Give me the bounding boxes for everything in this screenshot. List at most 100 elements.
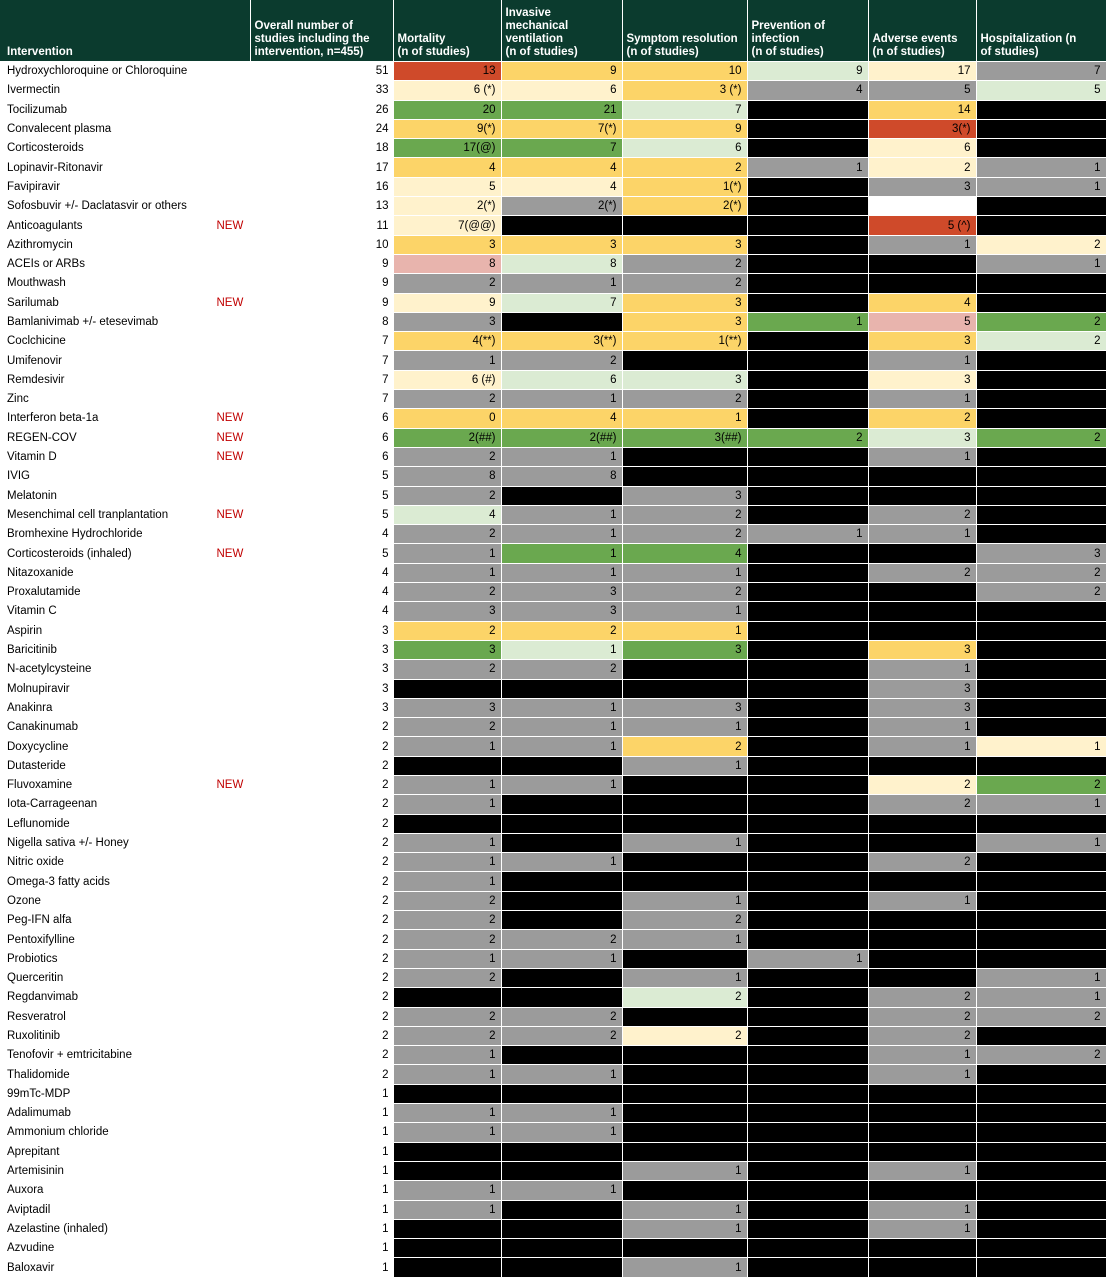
intervention-name: Mouthwash — [0, 273, 213, 294]
mortality-cell: 2 — [393, 273, 502, 294]
symptom-resolution-cell — [622, 659, 748, 679]
adverse-events-cell: 2 — [868, 157, 977, 178]
new-tag — [212, 253, 251, 274]
adverse-events-cell — [868, 910, 977, 930]
intervention-name: Thalidomide — [0, 1064, 213, 1085]
adverse-events-cell: 1 — [868, 1160, 977, 1181]
intervention-name: Ammonium chloride — [0, 1122, 213, 1143]
symptom-resolution-cell: 3 — [622, 311, 748, 332]
prevention-cell — [747, 1257, 869, 1277]
hospitalization-cell — [976, 1103, 1107, 1123]
table-row: Baloxavir 1 1 — [0, 1257, 1107, 1277]
mortality-cell: 9 — [393, 292, 502, 313]
new-tag: NEW — [212, 774, 251, 795]
hospitalization-cell — [976, 678, 1107, 699]
adverse-events-cell: 1 — [868, 234, 977, 255]
overall-study-count: 1 — [250, 1103, 394, 1123]
overall-study-count: 7 — [250, 331, 394, 351]
new-tag — [212, 601, 251, 622]
ventilation-cell: 6 — [501, 80, 623, 101]
header-prevention: Prevention of infection (n of studies) — [747, 0, 869, 62]
intervention-name: Lopinavir-Ritonavir — [0, 157, 213, 178]
symptom-resolution-cell: 1 — [622, 929, 748, 950]
intervention-name: Omega-3 fatty acids — [0, 871, 213, 892]
intervention-name: Pentoxifylline — [0, 929, 213, 950]
overall-study-count: 2 — [250, 1025, 394, 1046]
mortality-cell: 3 — [393, 639, 502, 660]
overall-study-count: 26 — [250, 99, 394, 120]
prevention-cell — [747, 639, 869, 660]
prevention-cell — [747, 582, 869, 602]
table-row: Hydroxychloroquine or Chloroquine 51 13 9 10… — [0, 60, 1107, 81]
symptom-resolution-cell: 1 — [622, 601, 748, 622]
new-tag — [212, 466, 251, 487]
new-tag: NEW — [212, 408, 251, 429]
hospitalization-cell — [976, 1064, 1107, 1085]
mortality-cell: 4 — [393, 157, 502, 178]
intervention-name: Azvudine — [0, 1238, 213, 1258]
intervention-name: Ozone — [0, 890, 213, 911]
ventilation-cell: 2 — [501, 1006, 623, 1027]
adverse-events-cell — [868, 813, 977, 834]
ventilation-cell: 1 — [501, 736, 623, 757]
adverse-events-cell — [868, 1180, 977, 1201]
hospitalization-cell — [976, 466, 1107, 487]
symptom-resolution-cell — [622, 446, 748, 467]
adverse-events-cell: 1 — [868, 736, 977, 757]
prevention-cell — [747, 331, 869, 351]
overall-study-count: 5 — [250, 485, 394, 506]
hospitalization-cell — [976, 813, 1107, 834]
ventilation-cell: 1 — [501, 774, 623, 795]
hospitalization-cell — [976, 1218, 1107, 1239]
hospitalization-cell — [976, 620, 1107, 641]
adverse-events-cell: 1 — [868, 890, 977, 911]
overall-study-count: 10 — [250, 234, 394, 255]
mortality-cell: 2 — [393, 717, 502, 737]
overall-study-count: 6 — [250, 446, 394, 467]
table-row: Baricitinib 3 3 1 3 3 — [0, 639, 1107, 660]
overall-study-count: 4 — [250, 601, 394, 622]
adverse-events-cell: 1 — [868, 389, 977, 409]
hospitalization-cell — [976, 1238, 1107, 1258]
overall-study-count: 9 — [250, 253, 394, 274]
overall-study-count: 7 — [250, 369, 394, 390]
adverse-events-cell: 2 — [868, 1025, 977, 1046]
table-row: Azithromycin 10 3 3 3 1 2 — [0, 234, 1107, 255]
new-tag — [212, 1083, 251, 1104]
prevention-cell: 1 — [747, 948, 869, 969]
ventilation-cell — [501, 871, 623, 892]
table-row: Anticoagulants NEW 11 7(@@) 5 (^) — [0, 215, 1107, 236]
ventilation-cell: 1 — [501, 1064, 623, 1085]
symptom-resolution-cell — [622, 813, 748, 834]
adverse-events-cell: 1 — [868, 1045, 977, 1065]
adverse-events-cell: 4 — [868, 292, 977, 313]
hospitalization-cell — [976, 1025, 1107, 1046]
table-row: Aprepitant 1 — [0, 1141, 1107, 1162]
table-row: Azvudine 1 — [0, 1238, 1107, 1258]
ventilation-cell: 7 — [501, 138, 623, 158]
table-row: Artemisinin 1 1 1 — [0, 1160, 1107, 1181]
new-tag — [212, 582, 251, 602]
mortality-cell: 1 — [393, 350, 502, 371]
prevention-cell — [747, 176, 869, 197]
prevention-cell — [747, 466, 869, 487]
intervention-name: 99mTc-MDP — [0, 1083, 213, 1104]
mortality-cell: 2 — [393, 446, 502, 467]
ventilation-cell: 1 — [501, 524, 623, 544]
symptom-resolution-cell: 2 — [622, 157, 748, 178]
ventilation-cell — [501, 485, 623, 506]
prevention-cell — [747, 852, 869, 872]
mortality-cell — [393, 1218, 502, 1239]
mortality-cell: 3 — [393, 311, 502, 332]
symptom-resolution-cell: 1 — [622, 620, 748, 641]
hospitalization-cell: 1 — [976, 176, 1107, 197]
mortality-cell — [393, 1160, 502, 1181]
intervention-name: Corticosteroids — [0, 138, 213, 158]
prevention-cell — [747, 987, 869, 1008]
new-tag — [212, 331, 251, 351]
hospitalization-cell — [976, 138, 1107, 158]
ventilation-cell: 3(**) — [501, 331, 623, 351]
hospitalization-cell — [976, 601, 1107, 622]
overall-study-count: 2 — [250, 755, 394, 776]
overall-study-count: 2 — [250, 1064, 394, 1085]
